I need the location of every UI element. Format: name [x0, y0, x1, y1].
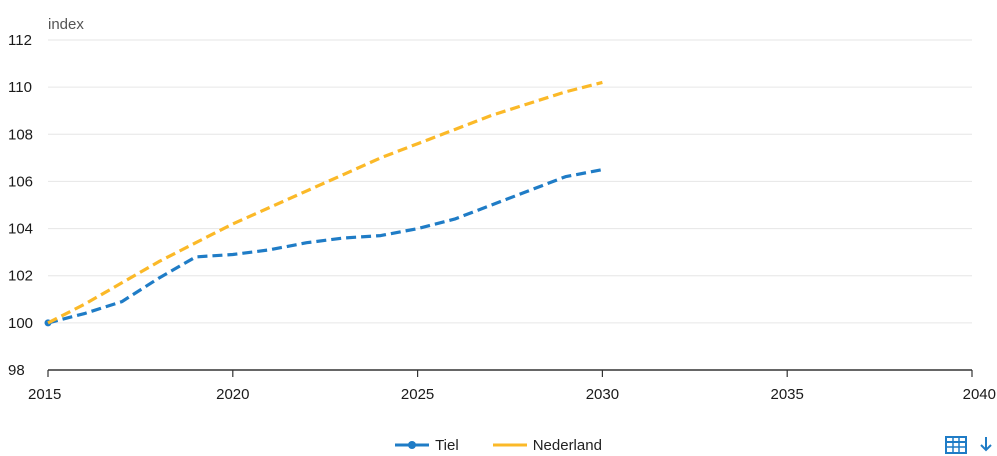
y-tick-label-100: 100	[8, 315, 33, 332]
y-tick-label-110: 110	[8, 79, 32, 96]
x-tick-label-2030: 2030	[586, 386, 619, 403]
y-tick-label-108: 108	[8, 126, 33, 143]
line-chart: 98 100 102 104 106 108 110 112 2015 2020 2025 2030…	[0, 0, 997, 430]
y-tick-labels: 98 100 102 104 106 108 110 112	[8, 32, 33, 379]
table-icon[interactable]	[945, 436, 967, 454]
legend-swatch-tiel	[395, 443, 429, 447]
legend: Tiel Nederland	[0, 434, 997, 456]
download-icon[interactable]	[979, 436, 993, 454]
x-tick-labels: 2015 2020 2025 2030 2035 2040	[28, 370, 996, 403]
chart-tools	[945, 436, 993, 454]
grid-lines	[48, 40, 972, 323]
legend-label-tiel: Tiel	[435, 437, 459, 454]
x-tick-label-2035: 2035	[771, 386, 804, 403]
y-tick-label-112: 112	[8, 32, 32, 49]
y-tick-label-98: 98	[8, 362, 25, 379]
x-tick-label-2040: 2040	[963, 386, 996, 403]
x-tick-label-2025: 2025	[401, 386, 434, 403]
x-tick-label-2020: 2020	[216, 386, 249, 403]
legend-item-nederland[interactable]: Nederland	[493, 434, 602, 456]
series-line-tiel	[48, 170, 602, 323]
y-tick-label-106: 106	[8, 173, 33, 190]
y-axis-title: index	[48, 16, 84, 33]
x-tick-label-2015: 2015	[28, 386, 61, 403]
y-tick-label-102: 102	[8, 268, 33, 285]
y-tick-label-104: 104	[8, 221, 33, 238]
series-line-nederland	[48, 82, 602, 323]
series-lines	[45, 82, 603, 326]
legend-label-nederland: Nederland	[533, 437, 602, 454]
legend-swatch-nederland	[493, 443, 527, 447]
legend-item-tiel[interactable]: Tiel	[395, 434, 459, 456]
